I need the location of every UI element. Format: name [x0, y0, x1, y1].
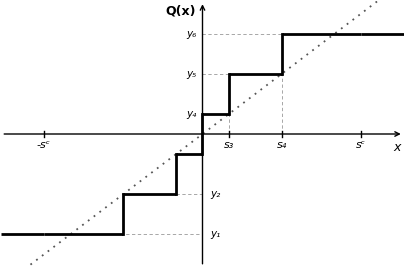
Text: s₃: s₃: [224, 140, 234, 150]
Text: y₁: y₁: [211, 229, 221, 240]
Text: s₄: s₄: [277, 140, 287, 150]
Text: Q(x): Q(x): [166, 5, 196, 18]
Text: -sᶜ: -sᶜ: [37, 140, 51, 150]
Text: y₂: y₂: [211, 189, 221, 199]
Text: sᶜ: sᶜ: [356, 140, 366, 150]
Text: y₆: y₆: [186, 28, 196, 39]
Text: x: x: [394, 141, 401, 154]
Text: y₅: y₅: [186, 69, 196, 79]
Text: y₄: y₄: [186, 109, 196, 119]
